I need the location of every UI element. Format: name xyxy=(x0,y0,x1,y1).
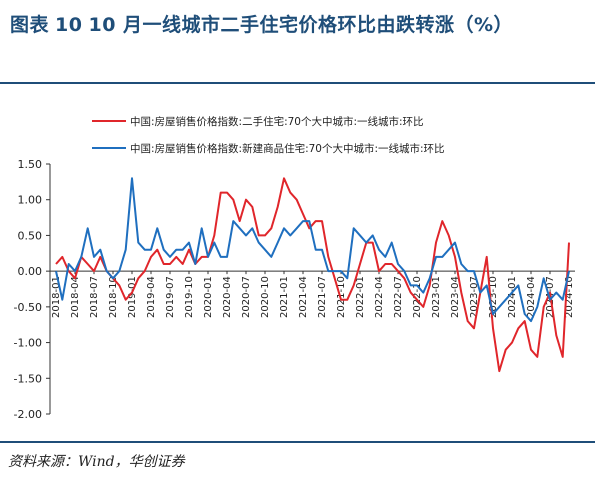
x-tick-label: 2019-10 xyxy=(184,276,195,318)
x-tick-label: 2022-01 xyxy=(355,276,366,318)
series-line-1 xyxy=(55,177,570,373)
x-tick-label: 2023-10 xyxy=(488,276,499,318)
top-rule xyxy=(0,82,595,84)
figure-title: 图表 10 10 月一线城市二手住宅价格环比由跌转涨（%） xyxy=(10,8,590,42)
y-tick-label: -1.50 xyxy=(14,372,42,385)
x-tick-label: 2020-07 xyxy=(241,276,252,318)
x-tick-label: 2024-01 xyxy=(507,276,518,318)
bottom-rule xyxy=(0,441,595,443)
y-tick-label: 1.50 xyxy=(18,158,43,171)
y-tick-label: -1.00 xyxy=(14,337,42,350)
source-note: 资料来源：Wind，华创证券 xyxy=(8,454,185,470)
figure-label: 图表 xyxy=(10,14,50,36)
legend-label-1: 中国:房屋销售价格指数:二手住宅:70个大中城市:一线城市:环比 xyxy=(130,115,424,128)
x-tick-label: 2018-07 xyxy=(89,276,100,318)
x-tick-label: 2019-07 xyxy=(165,276,176,318)
x-tick-label: 2019-04 xyxy=(146,276,157,318)
x-tick-label: 2023-01 xyxy=(431,276,442,318)
x-tick-label: 2018-01 xyxy=(51,276,62,318)
y-tick-label: 0.00 xyxy=(18,265,43,278)
x-tick-label: 2018-04 xyxy=(70,276,81,318)
x-tick-label: 2019-01 xyxy=(127,276,138,318)
x-tick-label: 2021-07 xyxy=(317,276,328,318)
y-tick-label: 0.50 xyxy=(18,229,43,242)
line-chart: 中国:房屋销售价格指数:二手住宅:70个大中城市:一线城市:环比中国:房屋销售价… xyxy=(14,115,575,421)
x-tick-label: 2020-04 xyxy=(222,276,233,318)
x-tick-label: 2022-07 xyxy=(393,276,404,318)
series-line-2 xyxy=(55,177,570,323)
x-tick-label: 2023-04 xyxy=(450,276,461,318)
x-tick-label: 2022-10 xyxy=(412,276,423,318)
x-tick-label: 2021-01 xyxy=(279,276,290,318)
legend-label-2: 中国:房屋销售价格指数:新建商品住宅:70个大中城市:一线城市:环比 xyxy=(130,142,445,155)
x-tick-label: 2021-04 xyxy=(298,276,309,318)
plot-series xyxy=(55,177,570,373)
x-tick-label: 2024-04 xyxy=(526,276,537,318)
x-tick-label: 2024-10 xyxy=(564,276,575,318)
x-axis: 2018-01 2018-04 2018-07 2018-10 2019-01 2019-… xyxy=(50,270,575,318)
x-tick-label: 2020-01 xyxy=(203,276,214,318)
figure-number: 10 xyxy=(55,14,83,36)
x-tick-label: 2021-10 xyxy=(336,276,347,318)
y-tick-label: 1.00 xyxy=(18,194,43,207)
y-axis: 1.50 1.00 0.50 0.00 -0.50 -1.00 -1.50 -2.00 xyxy=(14,158,51,421)
x-tick-label: 2022-04 xyxy=(374,276,385,318)
y-tick-label: -0.50 xyxy=(14,301,42,314)
x-tick-label: 2023-07 xyxy=(469,276,480,318)
x-tick-label: 2018-10 xyxy=(108,276,119,318)
x-tick-label: 2020-10 xyxy=(260,276,271,318)
legend: 中国:房屋销售价格指数:二手住宅:70个大中城市:一线城市:环比中国:房屋销售价… xyxy=(92,115,445,155)
figure-title-text: 10 月一线城市二手住宅价格环比由跌转涨（%） xyxy=(88,14,514,36)
y-tick-label: -2.00 xyxy=(14,408,42,421)
